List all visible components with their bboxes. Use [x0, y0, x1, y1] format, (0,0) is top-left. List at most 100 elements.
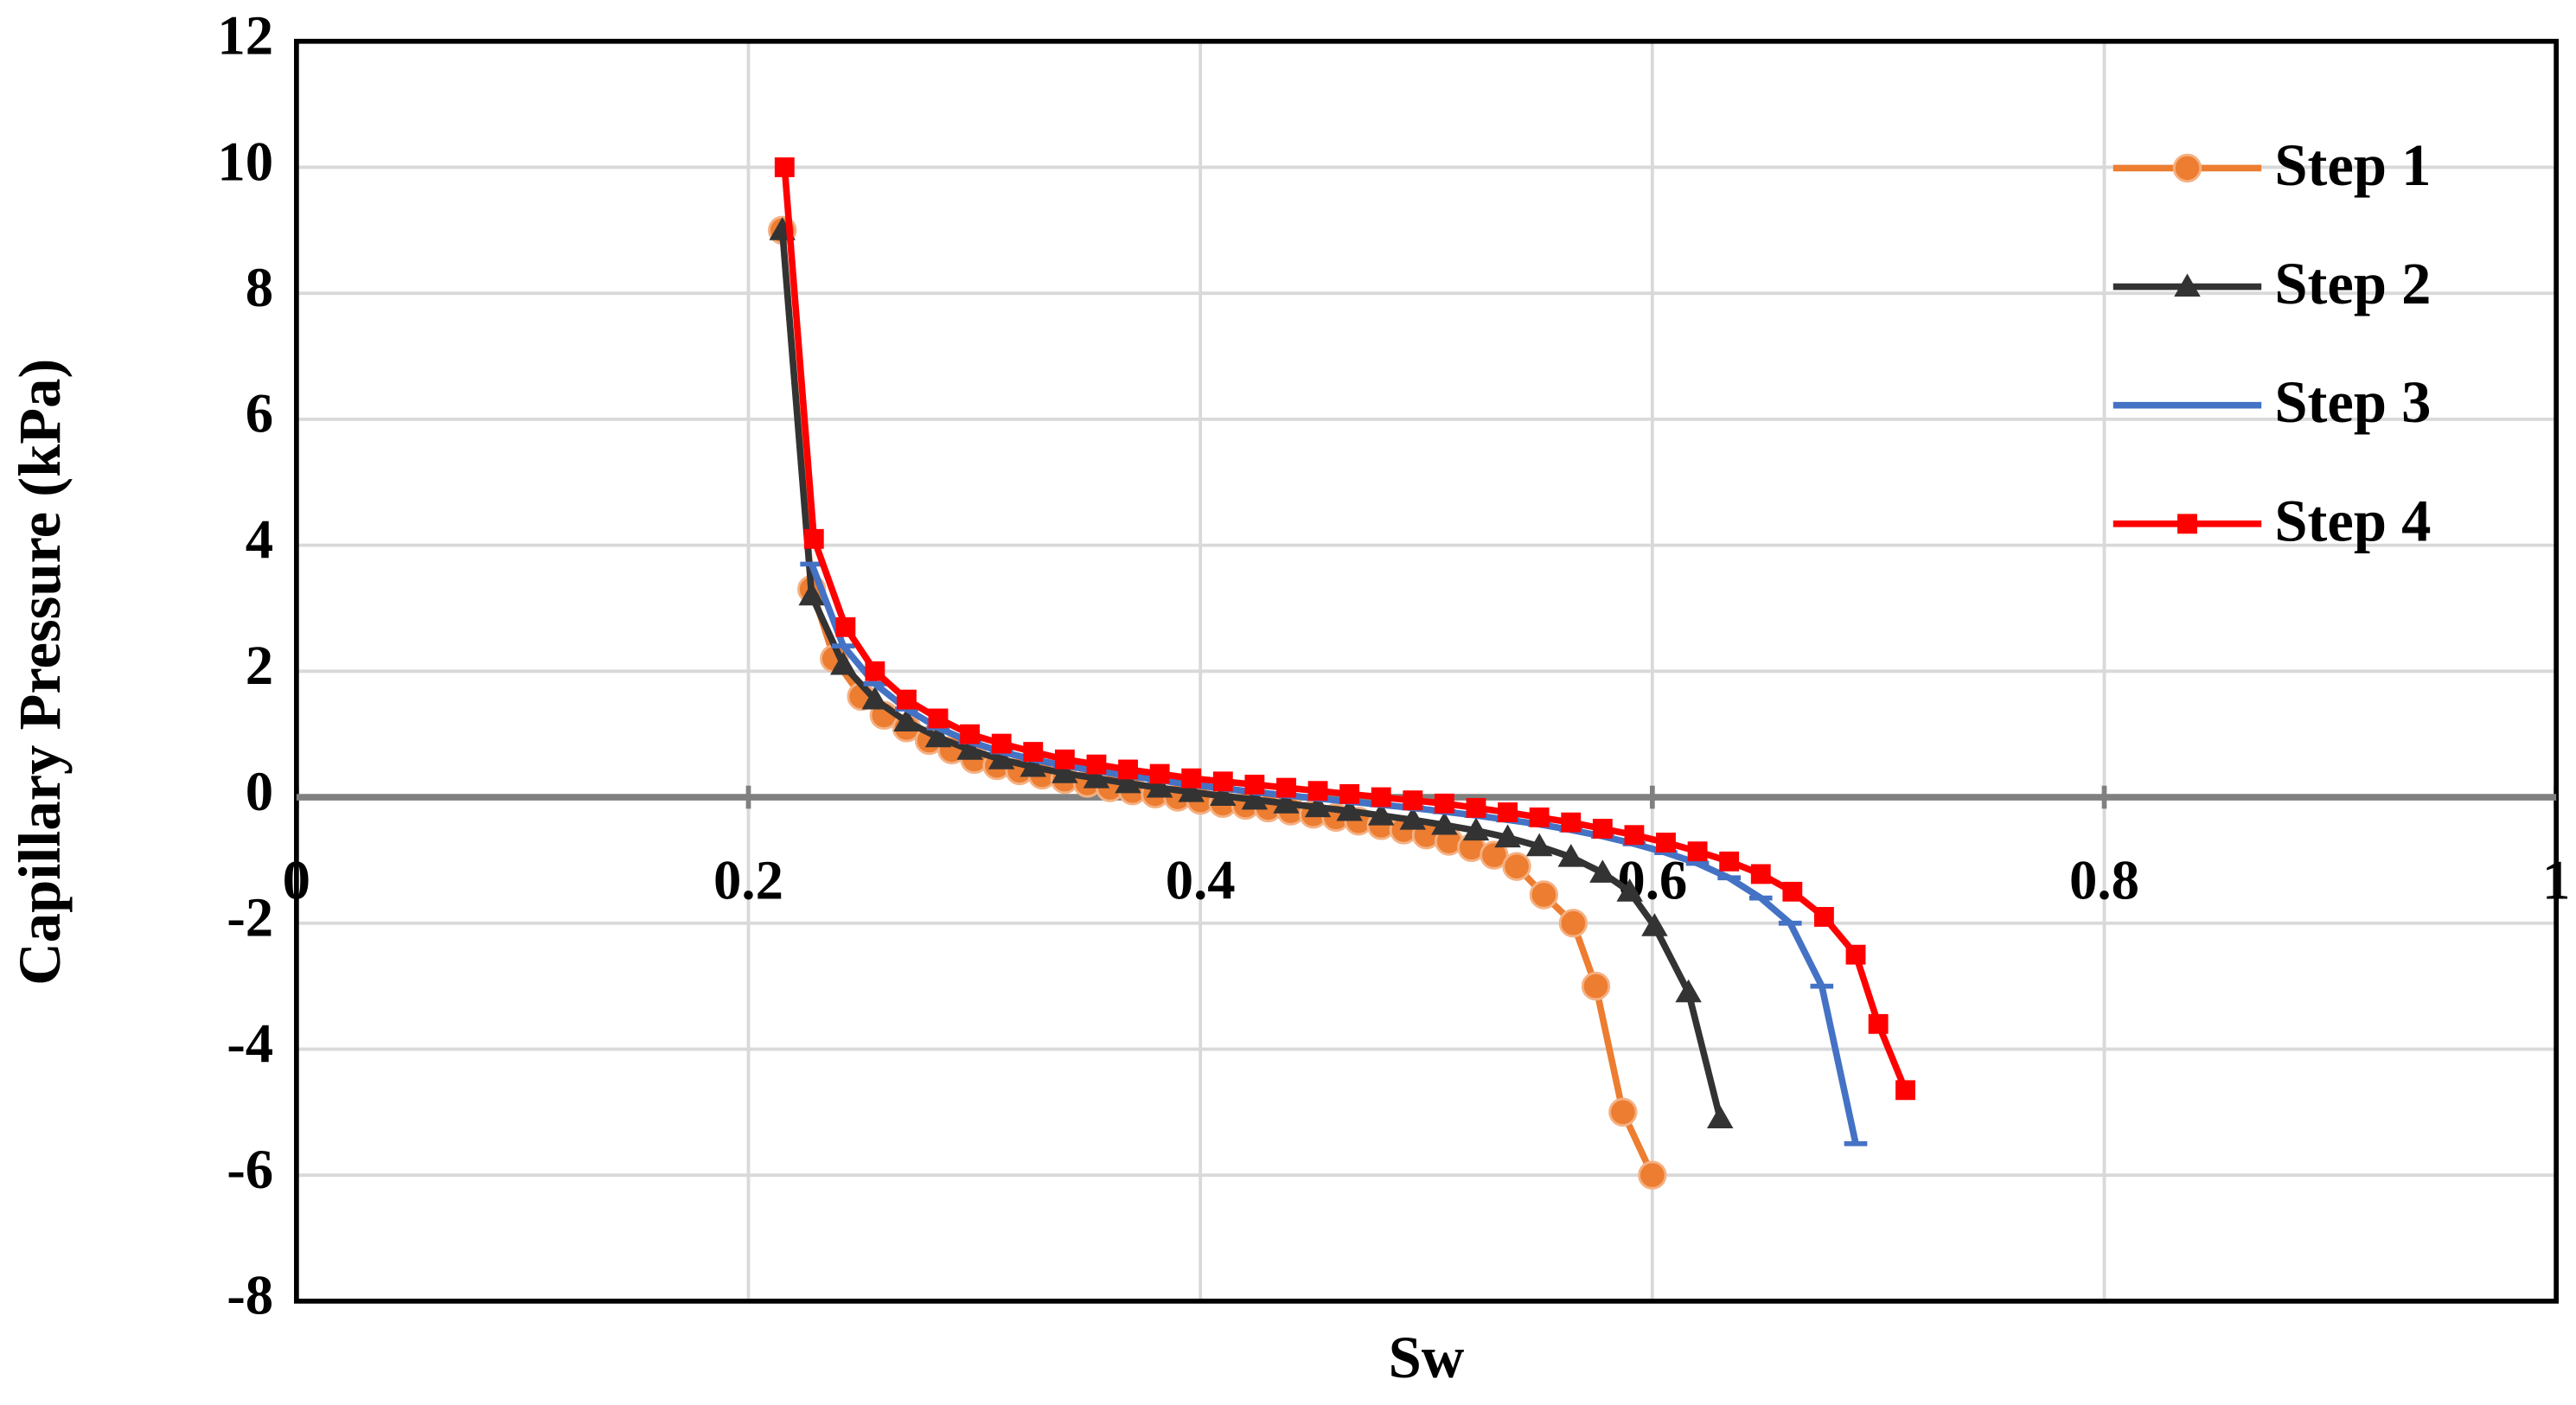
- marker: [803, 528, 824, 549]
- marker: [1557, 843, 1584, 867]
- marker: [1581, 971, 1611, 1001]
- marker: [1273, 790, 1300, 814]
- y-tick-label: -6: [227, 1139, 273, 1201]
- marker: [1656, 833, 1676, 853]
- marker: [1675, 979, 1702, 1003]
- marker: [835, 616, 856, 637]
- marker: [1480, 840, 1509, 870]
- marker: [988, 746, 1015, 770]
- marker: [1608, 1097, 1638, 1127]
- legend-marker: [2172, 153, 2202, 183]
- marker: [1462, 817, 1490, 841]
- series: [774, 157, 1915, 1101]
- marker: [1845, 944, 1866, 965]
- marker: [1054, 749, 1075, 770]
- marker: [1638, 1160, 1667, 1190]
- y-tick-label: 10: [217, 131, 273, 193]
- marker: [1529, 880, 1559, 910]
- marker: [830, 651, 857, 675]
- marker: [1592, 819, 1613, 839]
- marker: [1525, 833, 1553, 857]
- marker: [1498, 802, 1518, 822]
- marker: [1146, 774, 1173, 798]
- marker: [928, 708, 949, 729]
- x-tick-label: 0.4: [1166, 850, 1236, 912]
- y-tick-label: -8: [227, 1265, 273, 1327]
- y-tick-label: -4: [227, 1012, 273, 1075]
- marker: [956, 737, 983, 760]
- marker: [1529, 807, 1550, 827]
- y-tick-label: 12: [217, 5, 273, 67]
- marker: [1339, 783, 1360, 804]
- marker: [1210, 782, 1237, 806]
- marker: [1212, 771, 1233, 792]
- marker: [1149, 763, 1170, 784]
- marker: [1083, 764, 1110, 789]
- legend-label: Step 4: [2274, 488, 2431, 553]
- marker: [1502, 852, 1531, 881]
- marker: [960, 724, 981, 744]
- legend-label: Step 1: [2274, 132, 2431, 198]
- marker: [897, 689, 917, 710]
- y-tick-label: 4: [246, 508, 273, 571]
- marker: [1814, 907, 1834, 927]
- marker: [1434, 793, 1454, 814]
- marker: [1371, 787, 1391, 808]
- marker: [1367, 801, 1395, 826]
- marker: [1431, 811, 1458, 835]
- marker: [1687, 841, 1708, 862]
- marker: [1868, 1013, 1889, 1034]
- marker: [1178, 778, 1205, 802]
- marker: [1399, 807, 1427, 830]
- y-tick-label: -2: [227, 887, 273, 949]
- marker: [1466, 797, 1486, 818]
- marker: [1616, 878, 1643, 902]
- marker: [1719, 851, 1740, 872]
- marker: [1241, 786, 1269, 810]
- marker: [798, 582, 825, 606]
- marker: [1895, 1080, 1915, 1101]
- y-axis-label: Capillary Pressure (kPa): [7, 359, 73, 986]
- marker: [774, 157, 795, 177]
- series-line: [778, 230, 1723, 1120]
- marker: [865, 661, 885, 681]
- y-tick-label: 0: [246, 761, 273, 823]
- marker: [924, 724, 952, 748]
- marker: [1115, 770, 1141, 794]
- y-tick-label: 2: [246, 635, 273, 697]
- legend-marker: [2174, 273, 2201, 297]
- marker: [1181, 768, 1202, 789]
- series: [769, 217, 1734, 1129]
- marker: [1244, 775, 1265, 795]
- series-line: [809, 563, 1859, 1145]
- y-tick-label: 8: [246, 257, 273, 319]
- marker: [1020, 753, 1047, 777]
- marker: [1304, 794, 1332, 818]
- y-tick-label: 6: [246, 383, 273, 445]
- marker: [1307, 781, 1328, 801]
- x-axis-label: Sw: [1389, 1325, 1465, 1390]
- marker: [1023, 742, 1044, 762]
- marker: [1494, 824, 1521, 848]
- x-tick-label: 0.2: [713, 850, 783, 912]
- legend-label: Step 3: [2274, 369, 2431, 435]
- marker: [1589, 859, 1616, 883]
- marker: [1624, 825, 1645, 846]
- marker: [1750, 864, 1771, 885]
- marker: [1706, 1105, 1734, 1129]
- marker: [1558, 909, 1588, 938]
- marker: [1051, 760, 1078, 783]
- series-line: [781, 167, 1909, 1092]
- marker: [1403, 790, 1423, 811]
- marker: [991, 733, 1012, 754]
- legend-label: Step 2: [2274, 251, 2431, 316]
- marker: [1641, 913, 1668, 936]
- legend-marker: [2177, 514, 2197, 534]
- marker: [861, 686, 889, 710]
- marker: [1336, 797, 1363, 821]
- marker: [1118, 759, 1138, 780]
- marker: [1086, 754, 1107, 775]
- marker: [1276, 777, 1296, 798]
- marker: [893, 708, 920, 732]
